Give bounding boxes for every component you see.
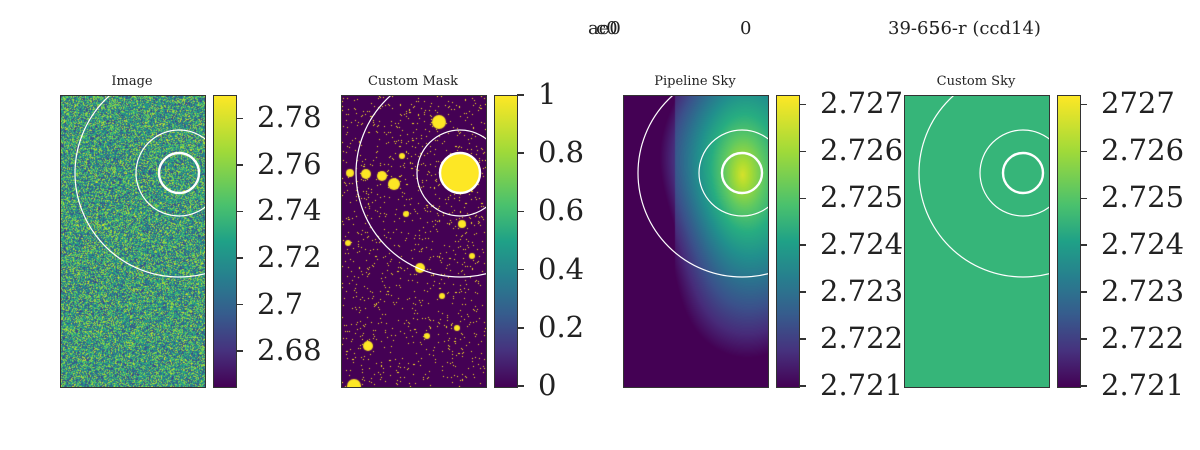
colorbar bbox=[213, 95, 237, 388]
colorbar-tick-label: 2.68 bbox=[257, 333, 322, 368]
colorbar-tick bbox=[799, 244, 806, 246]
colorbar bbox=[494, 95, 518, 388]
colorbar-tick-label: 2.726 bbox=[820, 133, 904, 168]
colorbar-tick bbox=[799, 150, 806, 153]
heatmap-image bbox=[60, 95, 206, 388]
heatmap-image bbox=[623, 95, 769, 388]
colorbar-tick bbox=[236, 210, 243, 213]
heatmap-image bbox=[904, 95, 1050, 388]
figure-title-fragment-3: 0 bbox=[740, 18, 752, 39]
colorbar-tick bbox=[1080, 385, 1087, 387]
aperture-rings bbox=[355, 96, 486, 278]
inner-ring bbox=[720, 151, 764, 195]
heatmap-pixels bbox=[905, 96, 1049, 387]
outer-ring bbox=[918, 96, 1049, 278]
colorbar-tick bbox=[799, 197, 806, 199]
colorbar-tick-label: 2.726 bbox=[1101, 133, 1185, 168]
colorbar-tick bbox=[236, 117, 243, 120]
colorbar-tick-label: 2.7 bbox=[257, 286, 304, 321]
colorbar-tick-label: 2.72 bbox=[257, 239, 322, 274]
colorbar-tick bbox=[517, 210, 524, 213]
colorbar-tick-label: 2727 bbox=[1101, 86, 1175, 121]
colorbar-tick-label: 2.722 bbox=[1101, 321, 1185, 356]
colorbar-tick bbox=[236, 350, 243, 352]
outer-ring bbox=[637, 96, 768, 278]
colorbar bbox=[1057, 95, 1081, 388]
aperture-rings bbox=[637, 96, 768, 278]
colorbar-tick bbox=[517, 94, 524, 96]
colorbar-tick bbox=[799, 103, 806, 106]
heatmap-pixels bbox=[624, 96, 768, 387]
inner-ring bbox=[157, 151, 201, 195]
colorbar-tick-label: 2.74 bbox=[257, 193, 322, 228]
colorbar-tick-label: 2.721 bbox=[1101, 368, 1185, 402]
middle-ring bbox=[979, 129, 1049, 217]
colorbar-tick bbox=[799, 385, 806, 387]
colorbar-tick bbox=[799, 291, 806, 293]
colorbar-tick-label: 2.724 bbox=[1101, 227, 1185, 262]
heatmap-image bbox=[341, 95, 487, 388]
heatmap-pixels bbox=[61, 96, 205, 387]
colorbar-tick-label: 0 bbox=[538, 368, 557, 402]
colorbar-tick-label: 0.8 bbox=[538, 135, 585, 170]
colorbar-tick-label: 2.725 bbox=[1101, 180, 1185, 215]
middle-ring bbox=[698, 129, 768, 217]
colorbar-tick bbox=[236, 303, 243, 306]
colorbar-tick bbox=[1080, 150, 1087, 153]
colorbar-tick bbox=[1080, 197, 1087, 199]
colorbar-tick bbox=[236, 257, 243, 259]
figure-title-fragment-4: 39-65 bbox=[888, 18, 940, 39]
colorbar-tick-label: 2.721 bbox=[820, 368, 904, 402]
heatmap-pixels bbox=[342, 96, 486, 387]
colorbar-tick-label: 2.723 bbox=[820, 274, 904, 309]
colorbar-tick bbox=[517, 385, 524, 387]
middle-ring bbox=[416, 129, 486, 217]
colorbar-tick-label: 2.78 bbox=[257, 100, 322, 135]
colorbar bbox=[776, 95, 800, 388]
colorbar-tick-label: 2.723 bbox=[1101, 274, 1185, 309]
colorbar-tick-label: 0.4 bbox=[538, 251, 585, 286]
colorbar-tick bbox=[1080, 244, 1087, 246]
colorbar-tick bbox=[1080, 291, 1087, 293]
panel-title: Custom Sky bbox=[936, 74, 1016, 89]
colorbar-tick-label: 0.6 bbox=[538, 193, 585, 228]
middle-ring bbox=[135, 129, 205, 217]
colorbar-tick-label: 0.2 bbox=[538, 309, 585, 344]
panel-title: Pipeline Sky bbox=[654, 74, 736, 89]
aperture-rings bbox=[918, 96, 1049, 278]
colorbar-tick bbox=[1080, 338, 1087, 340]
colorbar-tick-label: 2.727 bbox=[820, 86, 904, 121]
colorbar-tick-label: 2.722 bbox=[820, 321, 904, 356]
outer-ring bbox=[74, 96, 205, 278]
panel-title: Image bbox=[111, 74, 153, 89]
colorbar-tick bbox=[1080, 103, 1087, 106]
figure-title-fragment-2: c0 bbox=[596, 18, 618, 39]
figure-title-fragment-1: ae0 bbox=[588, 18, 621, 39]
colorbar-tick bbox=[517, 327, 524, 329]
colorbar-tick-label: 2.725 bbox=[820, 180, 904, 215]
colorbar-tick bbox=[236, 164, 243, 166]
colorbar-tick bbox=[799, 338, 806, 340]
figure-title-fragment-5: 56-r (ccd14) bbox=[929, 18, 1041, 39]
inner-ring bbox=[1001, 151, 1045, 195]
inner-ring bbox=[438, 151, 482, 195]
colorbar-tick bbox=[517, 268, 524, 271]
outer-ring bbox=[355, 96, 486, 278]
colorbar-tick-label: 2.724 bbox=[820, 227, 904, 262]
aperture-rings bbox=[74, 96, 205, 278]
colorbar-tick bbox=[517, 152, 524, 154]
colorbar-tick-label: 2.76 bbox=[257, 146, 322, 181]
colorbar-tick-label: 1 bbox=[538, 77, 557, 111]
panel-title: Custom Mask bbox=[367, 74, 459, 89]
